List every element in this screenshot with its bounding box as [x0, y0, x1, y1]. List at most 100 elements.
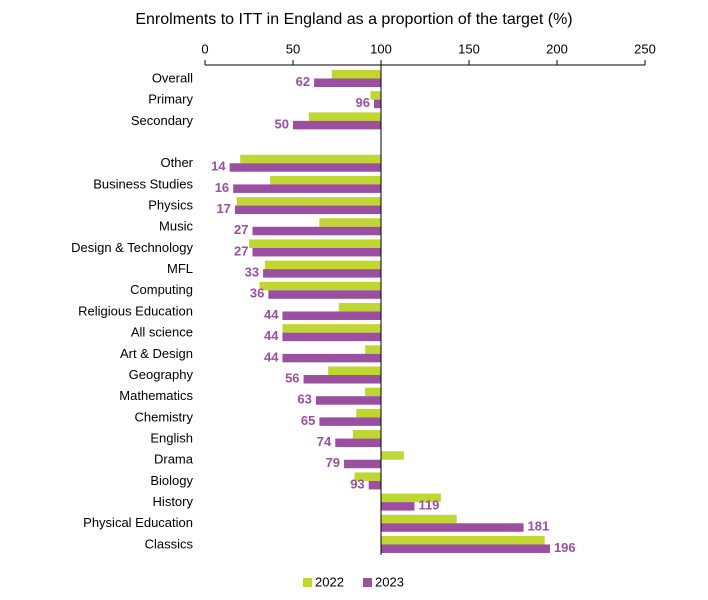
y-tick-label: Design & Technology — [71, 240, 193, 255]
bar — [381, 523, 524, 532]
y-tick-label: Music — [159, 219, 193, 234]
value-label: 27 — [234, 222, 248, 237]
value-label: 44 — [264, 307, 279, 322]
value-label: 44 — [264, 349, 279, 364]
bar — [381, 451, 404, 460]
value-label: 196 — [554, 540, 576, 555]
legend-swatch — [363, 578, 372, 587]
bar — [282, 311, 381, 320]
y-tick-label: All science — [131, 325, 193, 340]
y-tick-label: Business Studies — [93, 176, 193, 191]
value-label: 14 — [211, 159, 226, 174]
bar — [319, 417, 381, 426]
bar — [315, 396, 381, 405]
value-label: 44 — [264, 328, 279, 343]
value-label: 33 — [245, 265, 259, 280]
value-label: 119 — [418, 498, 439, 513]
value-label: 74 — [317, 434, 332, 449]
x-tick-label: 50 — [286, 41, 300, 56]
y-tick-label: English — [150, 430, 193, 445]
legend-swatch — [303, 578, 312, 587]
value-label: 65 — [301, 413, 315, 428]
y-tick-label: Chemistry — [134, 409, 193, 424]
y-tick-label: Physics — [148, 198, 193, 213]
bar — [354, 472, 381, 481]
bar — [270, 175, 381, 185]
bar — [233, 184, 381, 193]
value-label: 181 — [528, 519, 550, 534]
bar — [259, 281, 381, 291]
bar — [308, 112, 381, 121]
y-tick-label: Secondary — [131, 113, 194, 128]
y-tick-label: Mathematics — [119, 388, 193, 403]
bar — [381, 493, 441, 503]
value-label: 16 — [215, 180, 229, 195]
bar — [381, 544, 550, 553]
bar — [368, 480, 381, 490]
bar — [303, 375, 381, 384]
value-label: 27 — [234, 243, 248, 258]
bar — [344, 459, 381, 469]
bar — [331, 70, 381, 79]
bar — [365, 345, 381, 354]
x-tick-label: 150 — [458, 41, 480, 56]
y-tick-label: Computing — [130, 282, 193, 297]
bar — [252, 226, 381, 236]
y-tick-label: Other — [160, 155, 193, 170]
bar — [314, 78, 381, 87]
bar — [263, 269, 381, 278]
value-label: 96 — [355, 95, 369, 110]
legend-label: 2022 — [315, 574, 344, 589]
legend-label: 2023 — [375, 574, 404, 589]
bar — [282, 324, 381, 333]
y-tick-label: Physical Education — [83, 515, 193, 530]
chart-title: Enrolments to ITT in England as a propor… — [135, 11, 572, 28]
bar — [282, 353, 381, 363]
value-label: 62 — [296, 74, 310, 89]
y-tick-label: Biology — [150, 473, 193, 488]
bar — [236, 197, 381, 206]
x-tick-label: 200 — [546, 41, 568, 56]
bar — [373, 99, 381, 109]
value-label: 50 — [275, 116, 289, 131]
bar — [252, 247, 381, 257]
value-label: 36 — [250, 286, 264, 301]
bar — [319, 218, 381, 227]
bar — [268, 290, 381, 299]
bar — [381, 535, 545, 545]
y-tick-label: Overall — [152, 70, 193, 85]
y-tick-label: History — [153, 494, 194, 509]
value-label: 93 — [350, 476, 364, 491]
bar — [381, 502, 415, 511]
bar — [356, 408, 381, 418]
bar — [352, 430, 381, 439]
bar — [229, 163, 381, 172]
y-tick-label: Art & Design — [120, 346, 193, 361]
x-tick-label: 250 — [634, 41, 656, 56]
value-label: 79 — [326, 455, 340, 470]
bar — [249, 239, 381, 248]
value-label: 56 — [285, 370, 299, 385]
bar — [370, 91, 381, 100]
y-tick-label: Drama — [154, 452, 194, 467]
value-label: 17 — [216, 201, 230, 216]
bar — [264, 260, 381, 270]
value-label: 63 — [297, 392, 311, 407]
y-tick-label: Geography — [129, 367, 194, 382]
y-tick-label: Primary — [148, 92, 193, 107]
bar — [335, 438, 381, 448]
y-tick-label: MFL — [167, 261, 193, 276]
bar — [293, 120, 381, 130]
x-tick-label: 0 — [201, 41, 208, 56]
bar — [338, 302, 381, 312]
bar — [381, 514, 457, 524]
x-tick-label: 100 — [370, 41, 392, 56]
bar — [328, 366, 381, 376]
bar — [234, 205, 381, 215]
bar — [365, 387, 381, 397]
bar — [240, 154, 381, 164]
y-tick-label: Classics — [145, 536, 194, 551]
bar — [282, 332, 381, 342]
y-tick-label: Religious Education — [78, 303, 193, 318]
